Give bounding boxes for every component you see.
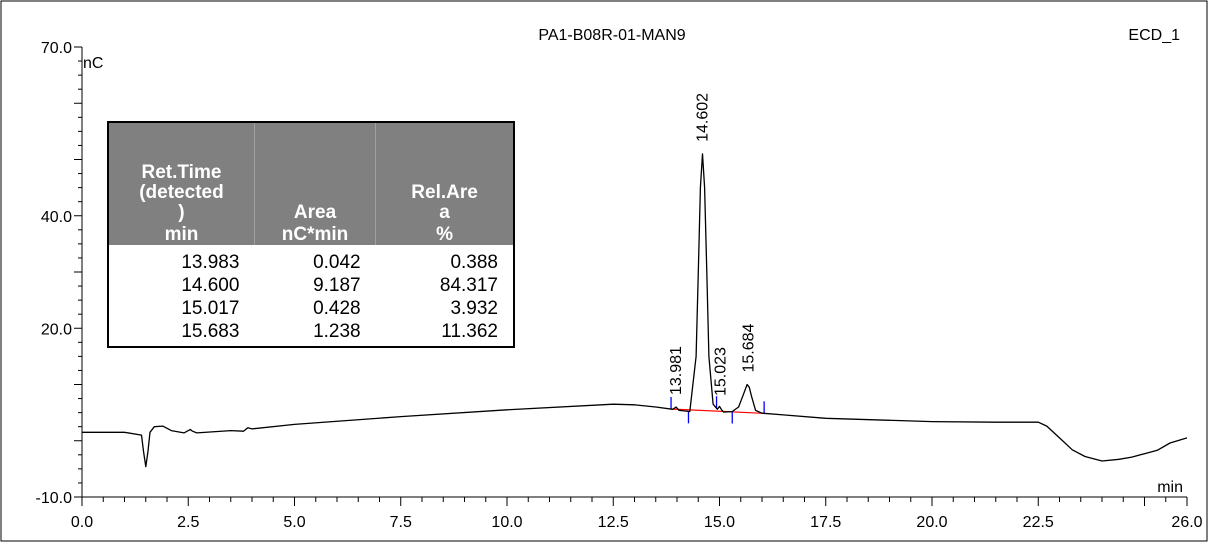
cell-ret-time: 15.017 [181, 298, 240, 319]
integration-marks [670, 396, 765, 424]
plot-area [82, 153, 1188, 468]
y-tick-label: 20.0 [41, 321, 72, 338]
x-tick-label: 17.5 [810, 514, 841, 531]
x-tick-label: 12.5 [598, 514, 629, 531]
detector-label: ECD_1 [1128, 27, 1180, 44]
cell-rel-area: 3.932 [450, 298, 498, 319]
table-row: 15.683 1.238 11.362 [109, 320, 513, 346]
col-header-rel-area: Rel.Are a [375, 123, 513, 223]
integration-baseline [671, 408, 765, 414]
table-row: 15.017 0.428 3.932 [109, 297, 513, 320]
y-tick-label: 40.0 [41, 209, 72, 226]
col-unit-area: nC*min [253, 223, 376, 245]
y-tick-label: -10.0 [36, 490, 73, 507]
x-tick-label: 22.5 [1023, 514, 1054, 531]
y-axis-unit: nC [83, 55, 103, 72]
cell-rel-area: 0.388 [450, 252, 498, 273]
table-row: 14.600 9.187 84.317 [109, 274, 513, 297]
cell-area: 1.238 [313, 321, 361, 342]
cell-area: 9.187 [313, 275, 361, 296]
col-unit-ret-time: min [109, 223, 255, 245]
peak-label: 15.023 [712, 347, 729, 396]
peak-label: 14.602 [695, 93, 712, 142]
peak-table: Ret.Time (detected ) Area Rel.Are a min … [107, 121, 515, 348]
chromatogram-trace [82, 153, 1188, 468]
cell-area: 0.428 [313, 298, 361, 319]
x-tick-label: 15.0 [704, 514, 735, 531]
x-tick-label: 7.5 [390, 514, 412, 531]
peak-labels: 13.981 14.602 15.023 15.684 [668, 93, 757, 396]
col-header-ret-time: Ret.Time (detected ) [109, 123, 255, 223]
x-tick-label: 2.5 [177, 514, 199, 531]
col-header-area: Area [253, 123, 376, 223]
axes: 0.0 2.5 5.0 7.5 10.0 12.5 15.0 17.5 20.0 22.5 26.0… [36, 40, 1203, 531]
cell-rel-area: 11.362 [441, 321, 498, 342]
peak-label: 15.684 [741, 323, 758, 372]
x-tick-label: 0.0 [71, 514, 93, 531]
cell-ret-time: 14.600 [181, 275, 240, 296]
x-tick-label: 26.0 [1171, 514, 1202, 531]
cell-area: 0.042 [313, 252, 361, 273]
y-tick-label: 70.0 [41, 40, 72, 57]
cell-ret-time: 13.983 [181, 252, 240, 273]
cell-rel-area: 84.317 [439, 275, 498, 296]
x-tick-label: 5.0 [283, 514, 305, 531]
table-row: 13.983 0.042 0.388 [109, 245, 513, 274]
peak-label: 13.981 [668, 346, 685, 395]
chart-title: PA1-B08R-01-MAN9 [538, 27, 685, 44]
col-unit-rel-area: % [375, 223, 513, 245]
x-axis-unit: min [1157, 479, 1183, 496]
x-tick-label: 20.0 [916, 514, 947, 531]
x-tick-label: 10.0 [491, 514, 522, 531]
cell-ret-time: 15.683 [181, 321, 240, 342]
